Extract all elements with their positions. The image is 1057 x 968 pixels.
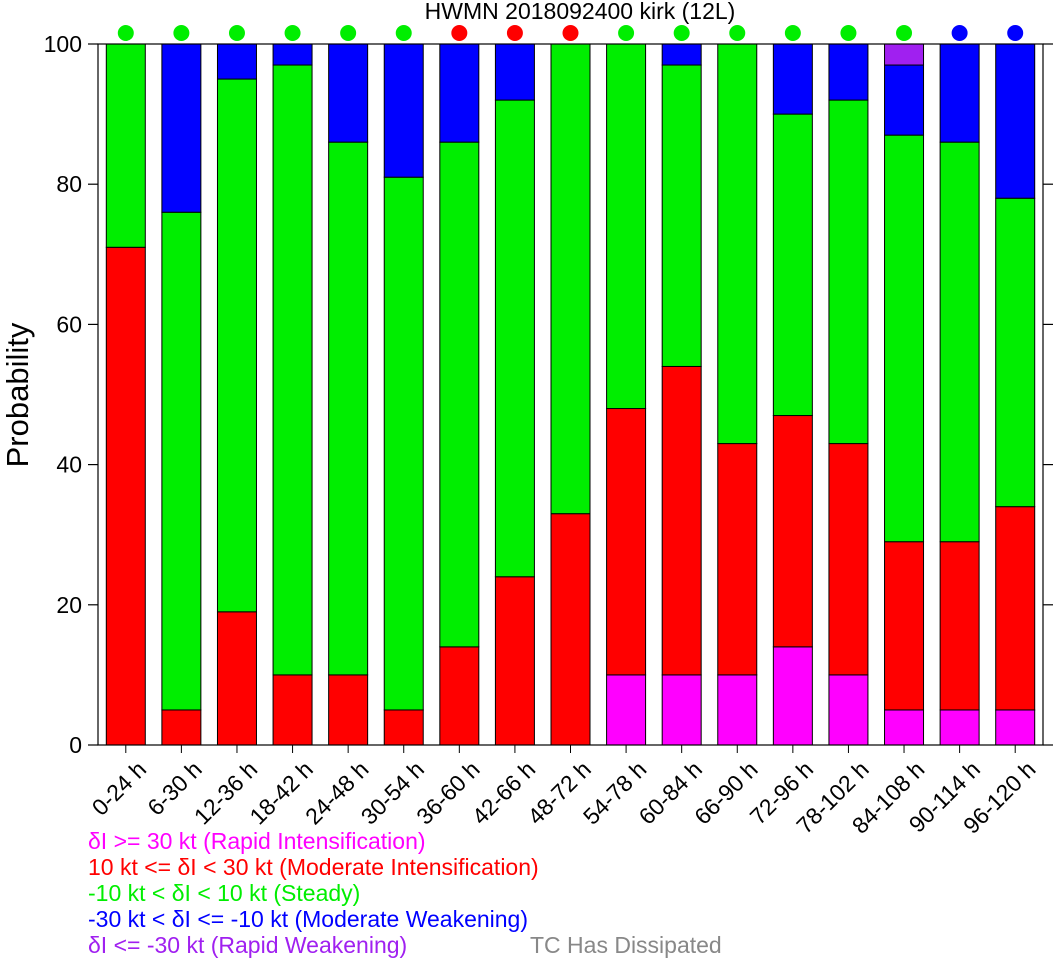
legend-item-moderate-intensification: 10 kt <= δI < 30 kt (Moderate Intensific… (88, 854, 539, 880)
indicator-dot-96-120-h (1007, 25, 1024, 41)
bar-30-54-h-steady (383, 176, 424, 711)
bar-84-108-h-rapid-weakening (884, 43, 925, 66)
bar-0-24-h-steady (105, 43, 146, 248)
bar-6-30-h-moderate-weakening (161, 43, 202, 213)
bar-18-42-h-moderate-weakening (272, 43, 313, 66)
bar-36-60-h-moderate-weakening (439, 43, 480, 143)
bar-96-120-h-rapid-intensification (995, 709, 1036, 746)
indicator-dot-90-114-h (951, 25, 968, 41)
bar-78-102-h-moderate-weakening (828, 43, 869, 101)
bar-12-36-h-moderate-weakening (216, 43, 257, 80)
bar-0-24-h-moderate-intensification (105, 246, 146, 746)
indicator-dot-24-48-h (340, 25, 357, 41)
indicator-dot-66-90-h (729, 25, 746, 41)
bar-48-72-h-moderate-intensification (550, 513, 591, 746)
legend-item-moderate-weakening: -30 kt < δI <= -10 kt (Moderate Weakenin… (88, 906, 529, 932)
bar-96-120-h-moderate-intensification (995, 506, 1036, 711)
bar-42-66-h-steady (494, 99, 535, 578)
indicator-dot-78-102-h (840, 25, 857, 41)
bar-42-66-h-moderate-weakening (494, 43, 535, 101)
bar-90-114-h-rapid-intensification (939, 709, 980, 746)
bar-36-60-h-moderate-intensification (439, 646, 480, 746)
indicator-dot-42-66-h (506, 25, 523, 41)
bar-48-72-h-steady (550, 43, 591, 515)
indicator-dot-30-54-h (395, 25, 412, 41)
bar-78-102-h-steady (828, 99, 869, 445)
bar-30-54-h-moderate-intensification (383, 709, 424, 746)
bar-54-78-h-rapid-intensification (606, 674, 647, 746)
indicator-dot-36-60-h (451, 25, 468, 41)
bar-72-96-h-rapid-intensification (772, 646, 813, 746)
bar-96-120-h-steady (995, 197, 1036, 508)
bar-18-42-h-steady (272, 64, 313, 676)
bar-24-48-h-moderate-intensification (328, 674, 369, 746)
bar-54-78-h-moderate-intensification (606, 408, 647, 676)
bar-72-96-h-moderate-intensification (772, 415, 813, 648)
y-axis-label: Probability (0, 322, 35, 467)
bar-90-114-h-steady (939, 141, 980, 543)
bar-96-120-h-moderate-weakening (995, 43, 1036, 199)
legend: δI >= 30 kt (Rapid Intensification) 10 k… (88, 828, 539, 958)
y-tick-label-0: 0 (69, 732, 82, 758)
bar-60-84-h-rapid-intensification (661, 674, 702, 746)
bar-84-108-h-moderate-weakening (884, 64, 925, 136)
bar-60-84-h-moderate-intensification (661, 365, 702, 676)
bar-84-108-h-steady (884, 134, 925, 543)
legend-item-rapid-weakening: δI <= -30 kt (Rapid Weakening) (88, 932, 408, 958)
indicator-dot-60-84-h (673, 25, 690, 41)
bar-66-90-h-steady (717, 43, 758, 445)
bar-12-36-h-steady (216, 78, 257, 613)
indicator-dot-18-42-h (284, 25, 301, 41)
indicator-dot-72-96-h (784, 25, 801, 41)
indicator-dot-0-24-h (117, 25, 134, 41)
bar-6-30-h-moderate-intensification (161, 709, 202, 746)
bar-30-54-h-moderate-weakening (383, 43, 424, 178)
legend-item-dissipated: TC Has Dissipated (530, 932, 722, 958)
bar-72-96-h-moderate-weakening (772, 43, 813, 115)
bar-90-114-h-moderate-intensification (939, 541, 980, 711)
bar-54-78-h-steady (606, 43, 647, 410)
y-tick-label-20: 20 (56, 592, 82, 618)
bar-6-30-h-steady (161, 211, 202, 711)
bar-90-114-h-moderate-weakening (939, 43, 980, 143)
bar-84-108-h-rapid-intensification (884, 709, 925, 746)
bar-24-48-h-moderate-weakening (328, 43, 369, 143)
bar-78-102-h-moderate-intensification (828, 443, 869, 676)
bar-24-48-h-steady (328, 141, 369, 676)
bar-78-102-h-rapid-intensification (828, 674, 869, 746)
y-tick-label-100: 100 (44, 31, 82, 57)
bar-72-96-h-steady (772, 113, 813, 417)
bar-66-90-h-rapid-intensification (717, 674, 758, 746)
y-tick-label-80: 80 (56, 171, 82, 197)
indicator-dot-54-78-h (618, 25, 635, 41)
plot-frame (97, 43, 1044, 746)
bar-84-108-h-moderate-intensification (884, 541, 925, 711)
bar-60-84-h-moderate-weakening (661, 43, 702, 66)
y-tick-label-60: 60 (56, 311, 82, 337)
bar-66-90-h-moderate-intensification (717, 443, 758, 676)
bars-group (105, 43, 1036, 746)
bar-42-66-h-moderate-intensification (494, 576, 535, 746)
x-tick-label-0-24-h: 0-24 h (87, 756, 152, 821)
chart-title: HWMN 2018092400 kirk (12L) (425, 0, 736, 24)
bar-12-36-h-moderate-intensification (216, 611, 257, 746)
bar-18-42-h-moderate-intensification (272, 674, 313, 746)
indicator-dot-84-108-h (896, 25, 913, 41)
y-tick-label-40: 40 (56, 452, 82, 478)
legend-item-rapid-intensification: δI >= 30 kt (Rapid Intensification) (88, 828, 426, 854)
indicator-dot-12-36-h (228, 25, 245, 41)
legend-item-steady: -10 kt < δI < 10 kt (Steady) (88, 880, 361, 906)
bar-36-60-h-steady (439, 141, 480, 648)
bar-60-84-h-steady (661, 64, 702, 367)
indicator-dots-group (117, 25, 1024, 41)
indicator-dot-48-72-h (562, 25, 579, 41)
indicator-dot-6-30-h (173, 25, 190, 41)
